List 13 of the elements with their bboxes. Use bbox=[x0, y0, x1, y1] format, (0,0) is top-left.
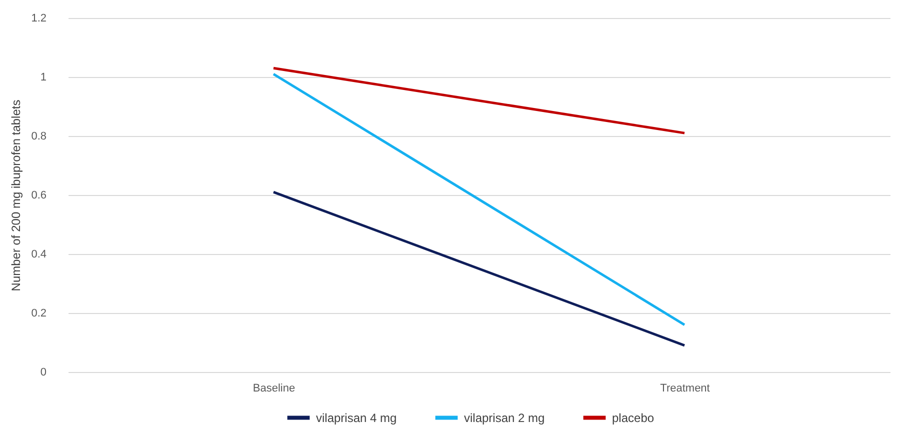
y-tick-label: 0.4 bbox=[31, 248, 46, 260]
legend-label: vilaprisan 2 mg bbox=[464, 410, 545, 425]
y-tick-label: 0.6 bbox=[31, 190, 46, 202]
x-tick-label: Treatment bbox=[660, 382, 710, 394]
y-tick-label: 1.2 bbox=[31, 12, 46, 24]
y-tick-label: 0.2 bbox=[31, 308, 46, 320]
legend-label: vilaprisan 4 mg bbox=[316, 410, 397, 425]
legend-label: placebo bbox=[612, 410, 654, 425]
y-tick-label: 1 bbox=[40, 72, 46, 84]
y-tick-label: 0 bbox=[40, 366, 46, 378]
x-tick-label: Baseline bbox=[252, 382, 296, 394]
y-axis-title: Number of 200 mg ibuprofen tablets bbox=[9, 100, 24, 292]
y-tick-label: 0.8 bbox=[31, 130, 46, 142]
